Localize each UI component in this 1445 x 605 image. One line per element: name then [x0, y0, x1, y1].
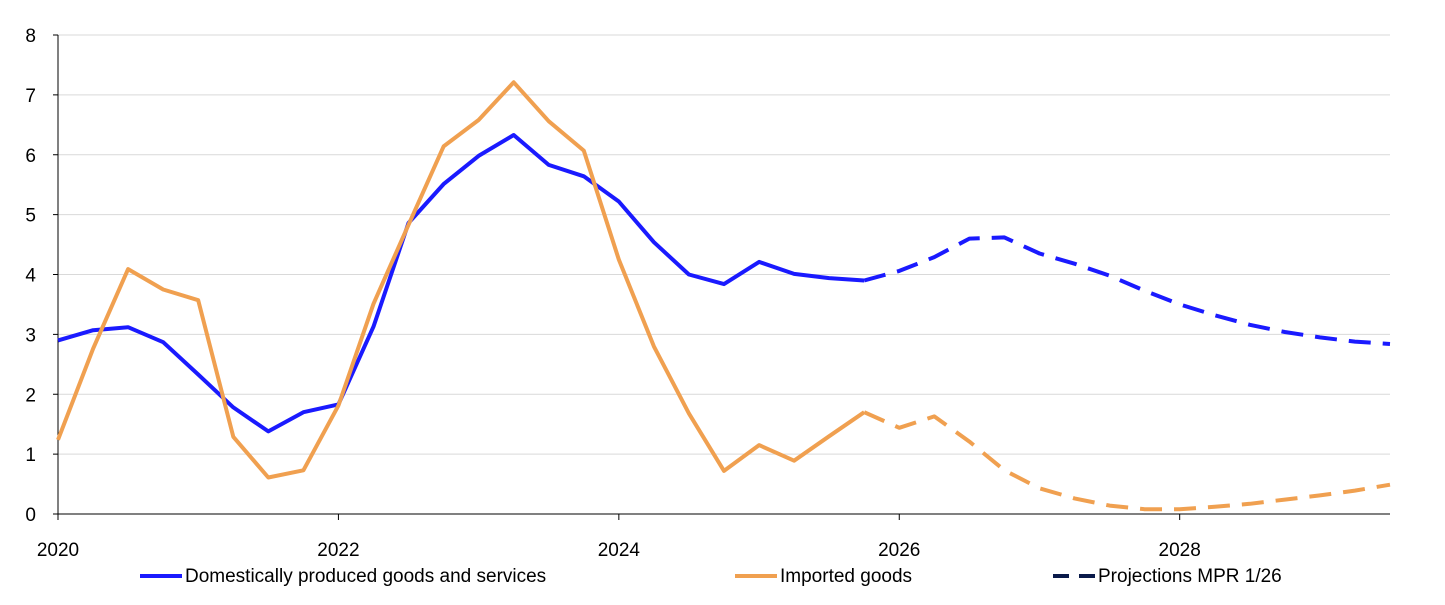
gridlines	[58, 34, 1390, 455]
series-line-0	[57, 133, 865, 434]
y-tick-label: 5	[25, 206, 36, 227]
x-tick-label: 2028	[1159, 540, 1201, 561]
legend-label: Domestically produced goods and services	[185, 566, 546, 587]
y-tick-label: 4	[25, 266, 36, 287]
legend-item-0: Domestically produced goods and services	[140, 566, 546, 587]
legend-item-2: Projections MPR 1/26	[1053, 566, 1282, 587]
y-tick-label: 1	[25, 445, 36, 466]
x-tick-label: 2026	[878, 540, 920, 561]
series-line-1	[56, 80, 866, 480]
legend-item-1: Imported goods	[735, 566, 912, 587]
y-tick-label: 8	[25, 26, 36, 47]
legend: Domestically produced goods and services…	[140, 566, 1282, 587]
series-lines	[56, 80, 1391, 512]
legend-label: Projections MPR 1/26	[1098, 566, 1282, 587]
x-tick-label: 2022	[317, 540, 359, 561]
x-tick-label: 2020	[37, 540, 79, 561]
y-tick-label: 2	[25, 385, 36, 406]
x-tick-label: 2024	[598, 540, 641, 561]
axes: 0 1 2 3 4 5 6 7 8 2020 2022 2024 2026 2028	[25, 26, 1390, 561]
y-tick-label: 0	[25, 505, 36, 526]
series-line-3	[863, 410, 1391, 512]
series-line-2	[863, 235, 1391, 346]
y-tick-label: 3	[25, 325, 36, 346]
y-tick-label: 7	[25, 86, 36, 107]
y-tick-label: 6	[25, 146, 36, 167]
legend-label: Imported goods	[780, 566, 912, 587]
